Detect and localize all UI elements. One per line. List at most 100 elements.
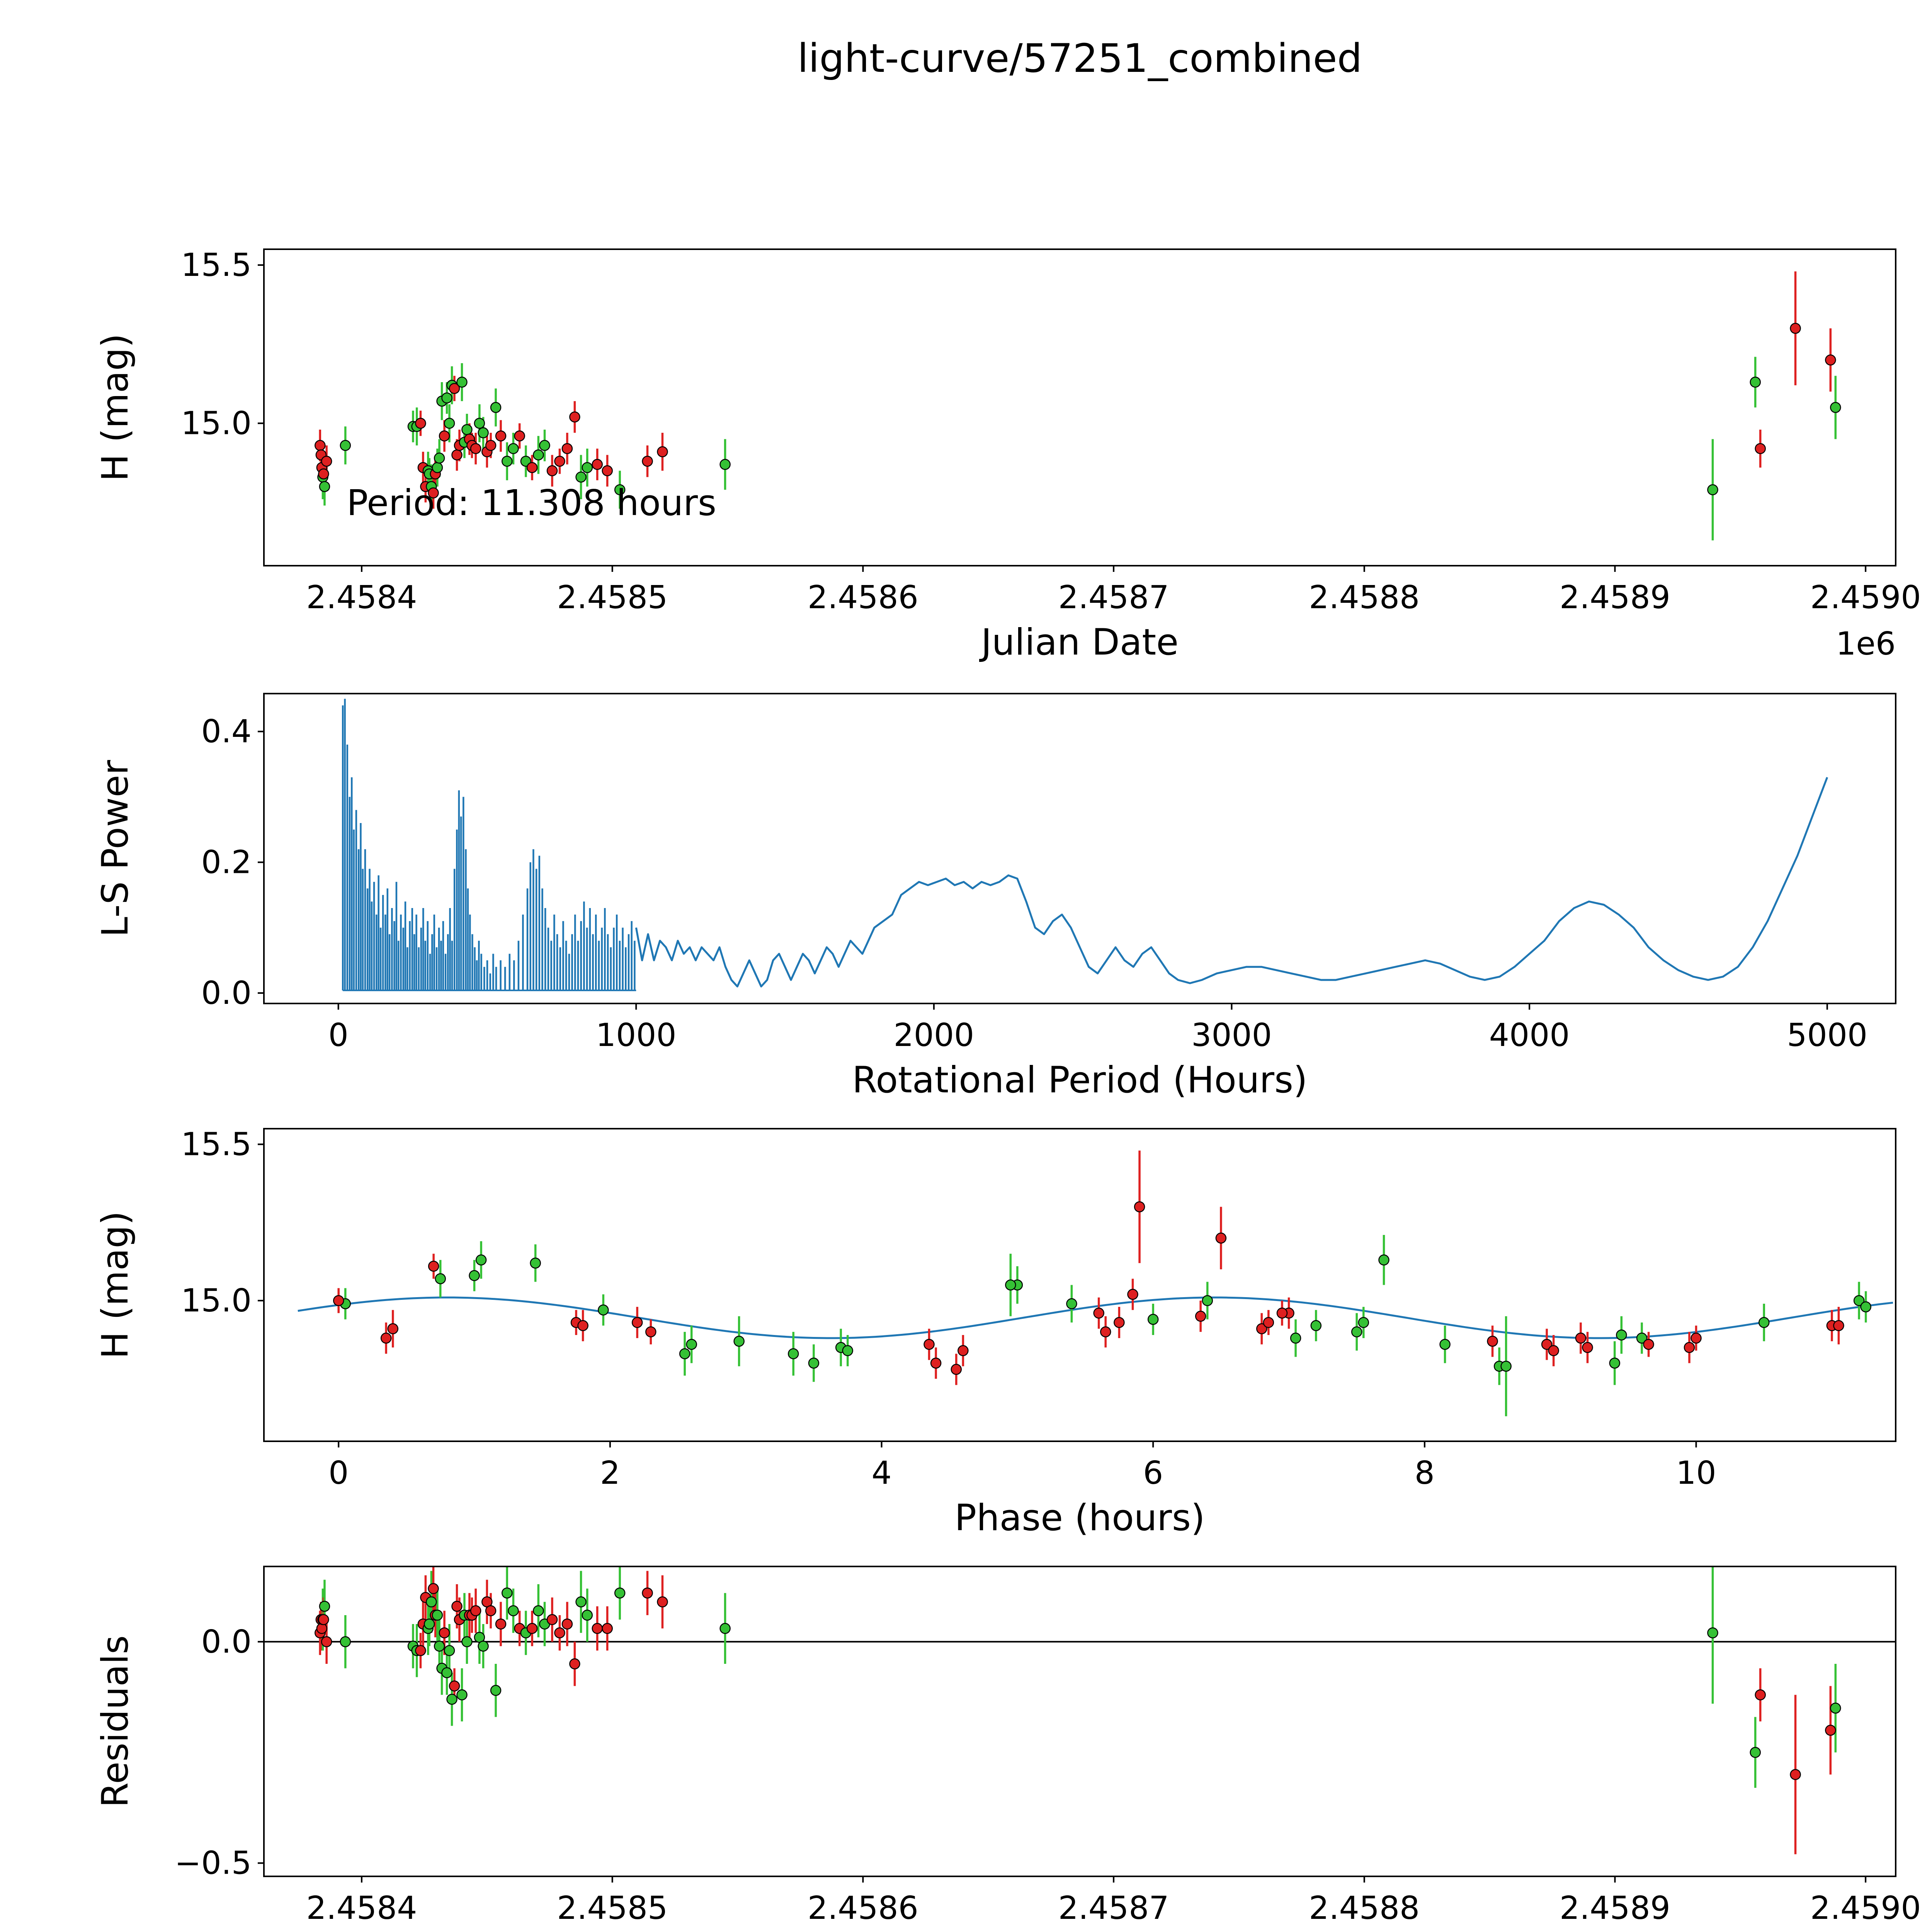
data-point: [495, 1618, 507, 1630]
data-point: [1100, 1326, 1111, 1338]
data-point: [1005, 1279, 1016, 1291]
data-point: [474, 418, 485, 429]
data-point: [645, 1326, 656, 1338]
data-point: [577, 1320, 588, 1331]
data-point: [444, 418, 455, 429]
data-point: [1825, 354, 1836, 366]
data-point: [1256, 1323, 1267, 1335]
data-point: [501, 456, 513, 467]
x-tick-label: 2: [600, 1455, 620, 1492]
x-axis-label: Rotational Period (Hours): [852, 1059, 1307, 1101]
data-point: [1195, 1311, 1206, 1322]
x-tick-label: 2.4584: [306, 1890, 417, 1927]
data-point: [642, 1587, 653, 1599]
data-point: [432, 462, 443, 473]
data-point: [554, 1627, 565, 1639]
axes-box: [263, 1128, 1896, 1442]
data-point: [1575, 1332, 1587, 1344]
data-point: [444, 1645, 455, 1656]
data-point: [957, 1345, 969, 1356]
data-point: [1127, 1289, 1138, 1300]
data-point: [439, 430, 450, 442]
data-point: [1750, 376, 1761, 388]
data-point: [598, 1304, 609, 1316]
x-tick-label: 5000: [1787, 1017, 1867, 1054]
x-tick-label: 0: [328, 1455, 349, 1492]
data-point: [1830, 1702, 1841, 1714]
data-point: [1582, 1342, 1593, 1353]
data-point: [451, 1600, 463, 1612]
data-point: [582, 1609, 593, 1621]
data-point: [470, 1605, 481, 1616]
y-tick-label: 15.0: [181, 1282, 252, 1319]
data-point: [686, 1338, 697, 1350]
data-point: [432, 1609, 443, 1621]
y-axis-label: H (mag): [94, 1211, 136, 1359]
y-axis-label: L-S Power: [94, 760, 136, 937]
data-point: [446, 1694, 457, 1705]
data-point: [614, 1587, 626, 1599]
data-point: [1755, 443, 1766, 454]
x-tick-label: 2.4588: [1309, 1890, 1420, 1927]
data-point: [1378, 1254, 1389, 1266]
data-point: [319, 1600, 330, 1612]
data-point: [490, 402, 502, 413]
data-point: [951, 1364, 962, 1375]
data-point: [642, 456, 653, 467]
y-tick-label: 0.4: [201, 713, 252, 750]
x-tick-label: 3000: [1191, 1017, 1272, 1054]
data-point: [592, 1623, 603, 1634]
data-point: [439, 1627, 450, 1639]
data-point: [514, 430, 525, 442]
data-point: [319, 481, 330, 492]
data-point: [582, 462, 593, 473]
x-tick-label: 2.4587: [1058, 579, 1169, 616]
data-point: [923, 1338, 935, 1350]
data-point: [428, 487, 439, 498]
data-point: [441, 392, 452, 404]
data-point: [435, 1273, 446, 1284]
x-axis-label: Julian Date: [979, 621, 1179, 663]
data-point: [1310, 1320, 1322, 1331]
data-point: [456, 1689, 468, 1701]
y-tick-label: 15.5: [181, 247, 252, 284]
data-point: [508, 443, 519, 454]
data-point: [533, 1605, 544, 1616]
data-point: [490, 1685, 502, 1696]
panel-periodogram: 0 1000 2000 3000 4000 5000 0.0 0.2 0.4 Rotational…: [94, 693, 1896, 1101]
data-point: [1707, 484, 1718, 495]
y-tick-label: 0.0: [201, 1624, 252, 1660]
data-point: [1790, 323, 1801, 334]
x-tick-label: 2.4585: [557, 1890, 668, 1927]
data-point: [533, 449, 544, 461]
data-point: [546, 1614, 558, 1625]
data-point: [719, 1623, 731, 1634]
data-point: [1684, 1342, 1695, 1353]
data-point: [340, 440, 351, 451]
data-point: [1616, 1329, 1627, 1341]
data-point: [508, 1605, 519, 1616]
period-annotation: Period: 11.308 hours: [347, 482, 716, 524]
periodogram-curve: [635, 777, 1828, 988]
data-point: [1541, 1338, 1553, 1350]
panel-residuals: 2.4584 2.4585 2.4586 2.4587 2.4588 2.4589 2.45…: [94, 1566, 1921, 1927]
data-point: [495, 430, 507, 442]
data-point: [539, 440, 550, 451]
x-tick-label: 2.4588: [1309, 579, 1420, 616]
data-point: [470, 443, 481, 454]
x-tick-label: 2.4589: [1560, 1890, 1670, 1927]
data-point: [415, 418, 426, 429]
panel-phase-curve: 0 2 4 6 8 10 15.0 15.5 Phase (hours) H (mag): [94, 1126, 1896, 1539]
x-tick-label: 6: [1143, 1455, 1163, 1492]
data-point: [340, 1636, 351, 1648]
data-point: [415, 1645, 426, 1656]
data-point: [1825, 1725, 1836, 1736]
y-tick-label: 0.2: [201, 844, 252, 881]
axes-box: [263, 248, 1896, 566]
data-point: [575, 471, 587, 483]
x-tick-label: 2.4589: [1560, 579, 1670, 616]
axis-offset-label: 1e6: [1836, 626, 1896, 662]
data-point: [719, 459, 731, 470]
data-point: [428, 1260, 439, 1272]
